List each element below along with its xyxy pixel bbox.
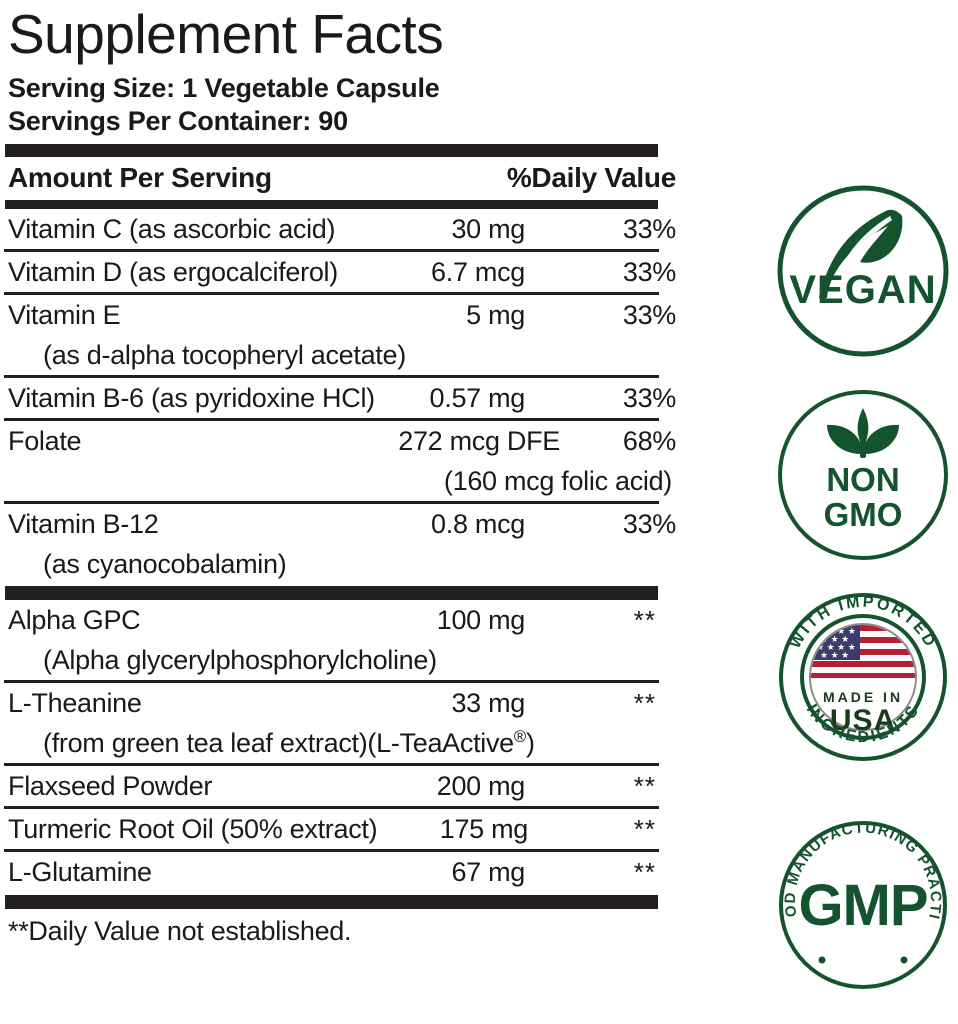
- header-underline-bar: [5, 200, 658, 209]
- row-divider: [4, 249, 659, 252]
- badge-vegan-label: VEGAN: [789, 268, 936, 312]
- nutrient-name: Vitamin B-6 (as pyridoxine HCl): [8, 383, 375, 413]
- supplement-facts-panel: Supplement Facts Serving Size: 1 Vegetab…: [2, 3, 680, 946]
- table-row: L-Glutamine 67 mg **: [2, 852, 680, 892]
- nutrient-name: Vitamin B-12: [8, 509, 159, 539]
- header-divider-bar: [5, 144, 658, 157]
- nutrient-daily-value: 33%: [622, 383, 676, 413]
- nutrient-amount: 6.7 mcg: [431, 257, 525, 287]
- ingredient-daily-value: **: [633, 688, 656, 718]
- ingredient-daily-value: **: [633, 857, 656, 887]
- certification-badges: VEGAN NON GMO: [770, 0, 958, 1024]
- nutrient-source-note: (as d-alpha tocopheryl acetate): [43, 340, 406, 370]
- ingredient-amount: 175 mg: [439, 814, 529, 844]
- dot-right-icon: [900, 956, 908, 964]
- svg-text:★ ★ ★: ★ ★ ★: [820, 650, 849, 660]
- row-divider: [4, 806, 659, 809]
- row-divider: [4, 849, 659, 852]
- badge-vegan: VEGAN: [770, 178, 956, 364]
- svg-text:★ ★ ★: ★ ★ ★: [820, 634, 849, 644]
- table-row: Vitamin B-12 0.8 mcg 33% (as cyanocobala…: [2, 504, 680, 584]
- nutrient-source-note: (as cyanocobalamin): [43, 549, 287, 579]
- row-divider: [4, 680, 659, 683]
- ingredient-name: L-Theanine: [8, 688, 142, 718]
- nutrient-source-note: (160 mcg folic acid): [443, 466, 672, 496]
- section-divider-bar: [5, 586, 658, 600]
- ingredient-daily-value: **: [633, 605, 656, 635]
- badge-usa-label: USA: [830, 704, 896, 737]
- nutrient-daily-value: 33%: [622, 257, 676, 287]
- badge-non-gmo-line1: NON: [826, 461, 899, 498]
- leaf-icon: [819, 209, 903, 298]
- badge-non-gmo-line2: GMO: [824, 496, 903, 533]
- dot-left-icon: [818, 956, 826, 964]
- table-row: Turmeric Root Oil (50% extract) 175 mg *…: [2, 809, 680, 849]
- daily-value-footnote: **Daily Value not established.: [8, 916, 352, 946]
- nutrient-name: Vitamin E: [8, 300, 121, 330]
- column-header-daily-value: %Daily Value: [506, 162, 676, 193]
- servings-per-container-text: Servings Per Container: 90: [8, 106, 348, 136]
- sprout-icon: [827, 408, 899, 458]
- ingredient-amount: 100 mg: [436, 605, 526, 635]
- row-divider: [4, 763, 659, 766]
- nutrient-name: Vitamin D (as ergocalciferol): [8, 257, 338, 287]
- nutrient-daily-value: 33%: [622, 509, 676, 539]
- table-row: Folate 272 mcg DFE 68% (160 mcg folic ac…: [2, 421, 680, 501]
- ingredient-name: L-Glutamine: [8, 857, 152, 887]
- table-row: Vitamin C (as ascorbic acid) 30 mg 33%: [2, 209, 680, 249]
- svg-text:★ ★ ★ ★: ★ ★ ★ ★: [816, 642, 856, 652]
- row-divider: [4, 292, 659, 295]
- nutrient-name: Vitamin C (as ascorbic acid): [8, 214, 336, 244]
- nutrient-daily-value: 33%: [622, 214, 676, 244]
- ingredient-name: Turmeric Root Oil (50% extract): [8, 814, 378, 844]
- table-row: Flaxseed Powder 200 mg **: [2, 766, 680, 806]
- ingredient-name: Flaxseed Powder: [8, 771, 213, 801]
- ingredient-amount: 200 mg: [436, 771, 526, 801]
- table-row: Vitamin D (as ergocalciferol) 6.7 mcg 33…: [2, 252, 680, 292]
- nutrient-amount: 30 mg: [451, 214, 525, 244]
- nutrient-name: Folate: [8, 426, 82, 456]
- badge-gmp: GOOD MANUFACTURING PRACTICE GMP: [770, 812, 956, 998]
- nutrient-amount: 0.8 mcg: [431, 509, 525, 539]
- nutrient-daily-value: 33%: [622, 300, 676, 330]
- ingredient-source-note: (Alpha glycerylphosphorylcholine): [43, 645, 437, 675]
- table-row: Vitamin B-6 (as pyridoxine HCl) 0.57 mg …: [2, 378, 680, 418]
- table-column-headers: Amount Per Serving %Daily Value: [2, 157, 680, 200]
- row-divider: [4, 501, 659, 504]
- column-header-amount: Amount Per Serving: [8, 162, 272, 193]
- page-title: Supplement Facts: [8, 3, 444, 65]
- serving-size-text: Serving Size: 1 Vegetable Capsule: [8, 73, 440, 103]
- ingredient-daily-value: **: [633, 771, 656, 801]
- badge-made-in-usa: ★ ★ ★ ★ ★ ★ ★ ★ ★ ★ ★ ★ ★ ★ MADE IN USA …: [770, 584, 956, 770]
- ingredient-name: Alpha GPC: [8, 605, 141, 635]
- ingredient-amount: 67 mg: [451, 857, 525, 887]
- badge-non-gmo: NON GMO: [770, 382, 956, 568]
- table-row: L-Theanine 33 mg ** (from green tea leaf…: [2, 683, 680, 763]
- nutrient-amount: 272 mcg DFE: [398, 426, 560, 456]
- ingredient-amount: 33 mg: [451, 688, 525, 718]
- row-divider: [4, 418, 659, 421]
- nutrient-amount: 0.57 mg: [429, 383, 526, 413]
- nutrient-daily-value: 68%: [622, 426, 676, 456]
- ingredient-daily-value: **: [633, 814, 656, 844]
- badge-gmp-label: GMP: [798, 873, 927, 938]
- ingredient-source-note: (from green tea leaf extract)(L-TeaActiv…: [43, 727, 535, 758]
- footer-divider-bar: [5, 895, 658, 909]
- table-row: Alpha GPC 100 mg ** (Alpha glycerylphosp…: [2, 600, 680, 680]
- nutrient-amount: 5 mg: [466, 300, 525, 330]
- row-divider: [4, 375, 659, 378]
- table-row: Vitamin E 5 mg 33% (as d-alpha tocophery…: [2, 295, 680, 375]
- badge-usa-made-in: MADE IN: [823, 689, 903, 705]
